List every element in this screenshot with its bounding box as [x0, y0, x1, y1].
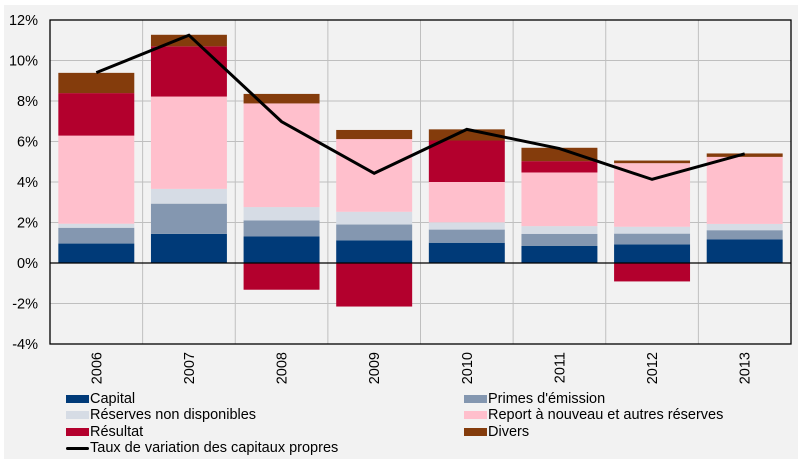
bar-segment-primes-d-mission-2010 — [428, 229, 505, 243]
legend-swatch-reserves-non-disponibles — [66, 411, 89, 419]
bar-segment-report-nouveau-et-autres-r-serves-2007 — [150, 96, 227, 189]
bar-segment-primes-d-mission-2013 — [706, 230, 783, 240]
y-tick-label: 12% — [9, 13, 38, 29]
bar-segment-divers-2012 — [614, 160, 691, 164]
bar-segment-report-nouveau-et-autres-r-serves-2008 — [243, 103, 320, 208]
bar-segment-divers-2006 — [58, 72, 135, 94]
bar-segment-report-nouveau-et-autres-r-serves-2011 — [521, 172, 598, 227]
bar-segment-divers-2008 — [243, 93, 320, 104]
legend-swatch-primes — [464, 395, 487, 403]
legend-label-taux-variation: Taux de variation des capitaux propres — [90, 440, 339, 456]
bar-segment-r-serves-non-disponibles-2013 — [706, 223, 783, 231]
y-tick-label: 0% — [17, 256, 38, 272]
legend-label-reserves-non-disponibles: Réserves non disponibles — [90, 407, 257, 423]
plot-area-border — [49, 19, 792, 345]
bar-segment-capital-2007 — [150, 233, 227, 263]
legend-swatch-report — [464, 411, 487, 419]
legend-label-resultat: Résultat — [90, 424, 144, 440]
bar-segment-capital-2011 — [521, 245, 598, 263]
y-tick-label: 8% — [17, 94, 38, 110]
stacked-bar-chart: -4% -2% 0% 2% 4% 6% 8% 10% 12% 2006 2007 2008 2009 20… — [9, 13, 792, 384]
x-tick-label: 2010 — [460, 352, 476, 384]
bar-segment-divers-2011 — [521, 147, 598, 162]
x-tick-label: 2011 — [552, 352, 568, 383]
y-tick-label: -2% — [12, 297, 38, 313]
bar-segment-primes-d-mission-2012 — [614, 233, 691, 245]
bar-segment-capital-2010 — [428, 242, 505, 263]
legend-swatch-capital — [66, 395, 89, 403]
chart-frame: -4% -2% 0% 2% 4% 6% 8% 10% 12% 2006 2007 2008 2009 20… — [4, 5, 798, 459]
x-tick-label: 2012 — [645, 352, 661, 384]
bar-segment-primes-d-mission-2008 — [243, 220, 320, 237]
bar-segment-report-nouveau-et-autres-r-serves-2010 — [428, 182, 505, 223]
x-tick-label: 2008 — [275, 352, 291, 384]
bar-segment-capital-2012 — [614, 244, 691, 263]
bar-segment-primes-d-mission-2011 — [521, 233, 598, 246]
legend-swatch-resultat — [66, 428, 89, 436]
y-tick-label: 2% — [17, 216, 38, 232]
bar-segment-report-nouveau-et-autres-r-serves-2006 — [58, 135, 135, 224]
bar-segment-r-sultat-2007 — [150, 46, 227, 97]
y-tick-label: -4% — [12, 337, 38, 353]
bar-segment-capital-2008 — [243, 236, 320, 263]
bar-segment-r-serves-non-disponibles-2010 — [428, 222, 505, 230]
legend-label-divers: Divers — [488, 424, 530, 440]
bar-segment-report-nouveau-et-autres-r-serves-2009 — [336, 139, 413, 212]
legend-swatch-divers — [464, 428, 487, 436]
bar-segment-primes-d-mission-2007 — [150, 203, 227, 234]
bar-segment-report-nouveau-et-autres-r-serves-2013 — [706, 156, 783, 224]
x-tick-label: 2009 — [367, 352, 383, 384]
legend-label-capital: Capital — [90, 391, 136, 407]
bar-segment-capital-2006 — [58, 243, 135, 263]
y-tick-label: 4% — [17, 175, 38, 191]
bar-segment-primes-d-mission-2006 — [58, 227, 135, 244]
bar-segment-capital-2013 — [706, 239, 783, 263]
bar-segment-r-serves-non-disponibles-2008 — [243, 207, 320, 221]
x-tick-label: 2006 — [89, 352, 105, 384]
bar-segment-capital-2009 — [336, 240, 413, 263]
legend-label-primes: Primes d'émission — [488, 391, 606, 407]
bar-segment-r-serves-non-disponibles-2007 — [150, 188, 227, 204]
y-tick-label: 10% — [9, 54, 38, 70]
bar-segment-r-sultat-2009 — [336, 263, 413, 307]
bar-segment-divers-2007 — [150, 34, 227, 47]
bar-segment-r-sultat-2008 — [243, 263, 320, 290]
bar-segment-r-sultat-2012 — [614, 263, 691, 282]
bar-segment-r-serves-non-disponibles-2011 — [521, 226, 598, 234]
bar-segment-primes-d-mission-2009 — [336, 224, 413, 241]
x-tick-label: 2013 — [738, 352, 754, 384]
bar-segment-r-sultat-2010 — [428, 140, 505, 182]
legend-label-report: Report à nouveau et autres réserves — [488, 407, 724, 423]
line-series-taux-variation — [95, 33, 746, 181]
bar-segment-divers-2010 — [428, 129, 505, 141]
bar-segment-r-serves-non-disponibles-2009 — [336, 211, 413, 225]
bar-segment-r-serves-non-disponibles-2012 — [614, 226, 691, 234]
y-tick-label: 6% — [17, 135, 38, 151]
bar-segment-r-sultat-2011 — [521, 161, 598, 173]
bar-segment-r-sultat-2006 — [58, 93, 135, 136]
legend-swatch-taux-variation — [66, 447, 89, 450]
x-tick-label: 2007 — [182, 352, 198, 384]
bar-segment-r-serves-non-disponibles-2006 — [58, 223, 135, 228]
bar-segment-divers-2009 — [336, 129, 413, 140]
